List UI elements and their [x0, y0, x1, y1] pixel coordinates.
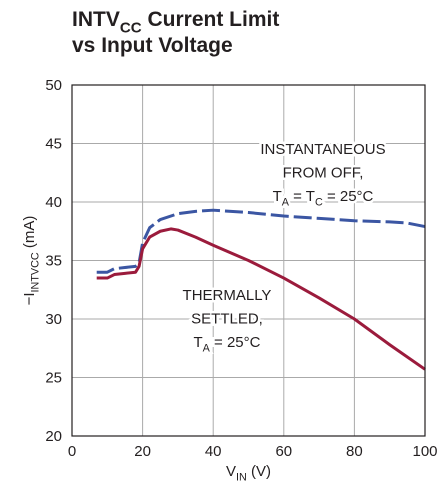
- chart-title-part: Current Limit: [142, 8, 280, 31]
- annotation-sub: C: [315, 197, 323, 209]
- y-axis-label-sub: INTVCC: [30, 252, 42, 292]
- annotation-part: FROM OFF,: [283, 165, 364, 182]
- annotation-part: T: [194, 334, 203, 351]
- y-axis-label-part: (mA): [21, 216, 38, 253]
- x-tick-label: 40: [205, 443, 222, 460]
- x-axis-label-part: V: [226, 463, 236, 480]
- annotation: INSTANTANEOUS: [260, 141, 385, 158]
- y-tick-label: 50: [45, 77, 62, 94]
- chart-title-part: vs Input Voltage: [72, 34, 233, 57]
- annotation-part: THERMALLY: [183, 287, 272, 304]
- x-tick-label: 80: [346, 443, 363, 460]
- x-tick-label: 100: [412, 443, 437, 460]
- y-tick-label: 25: [45, 370, 62, 387]
- annotation-part: INSTANTANEOUS: [260, 141, 385, 158]
- y-tick-label: 35: [45, 253, 62, 270]
- plot-frame: [71, 84, 426, 437]
- x-axis-label: VIN (V): [226, 463, 271, 484]
- y-tick-label: 40: [45, 194, 62, 211]
- y-tick-label: 20: [45, 428, 62, 445]
- y-axis-label-part: −I: [21, 292, 38, 305]
- annotation-part: = T: [289, 188, 315, 205]
- annotation: TA = TC = 25°C: [273, 188, 374, 209]
- annotation: SETTLED,: [191, 311, 263, 328]
- x-axis-label-part: (V): [247, 463, 271, 480]
- chart-title-part: INTV: [72, 8, 120, 31]
- x-tick-label: 20: [134, 443, 151, 460]
- annotation-part: = 25°C: [210, 334, 261, 351]
- annotation-part: T: [273, 188, 282, 205]
- annotation: FROM OFF,: [283, 165, 364, 182]
- line-series: [96, 208, 426, 274]
- x-axis-label-sub: IN: [236, 472, 247, 484]
- y-tick-label: 30: [45, 311, 62, 328]
- chart-title-sub: CC: [120, 19, 142, 36]
- x-tick-label: 60: [275, 443, 292, 460]
- line-series: [96, 227, 426, 371]
- chart-title: vs Input Voltage: [72, 34, 233, 57]
- x-tick-label: 0: [68, 443, 76, 460]
- annotation-part: = 25°C: [323, 188, 374, 205]
- chart-title: INTVCC Current Limit: [72, 8, 279, 36]
- annotation: TA = 25°C: [194, 334, 261, 355]
- y-axis-label: −IINTVCC (mA): [21, 216, 42, 306]
- y-tick-label: 45: [45, 136, 62, 153]
- annotation-part: SETTLED,: [191, 311, 263, 328]
- annotation: THERMALLY: [183, 287, 272, 304]
